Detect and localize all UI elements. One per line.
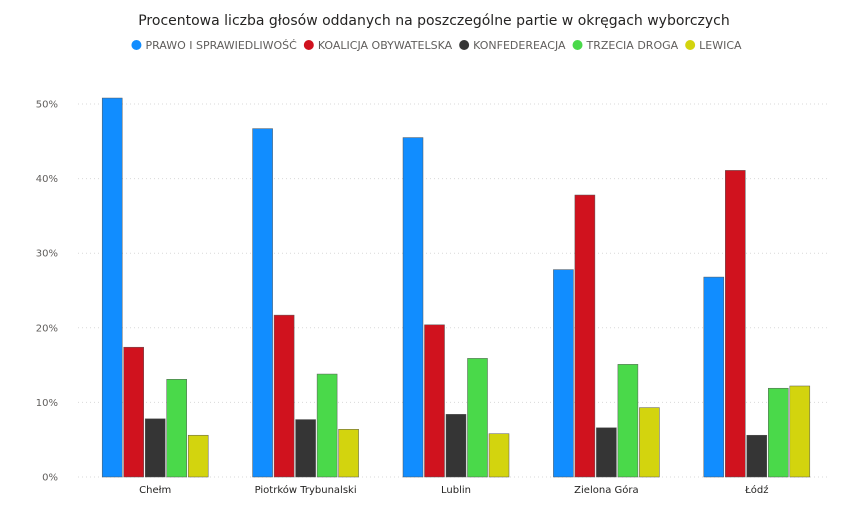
bar[interactable] xyxy=(402,137,424,478)
bars xyxy=(101,97,811,478)
bar[interactable] xyxy=(768,387,789,478)
bar[interactable] xyxy=(746,434,768,478)
legend-label: KONFEDEREACJA xyxy=(473,39,566,52)
bar[interactable] xyxy=(123,346,144,478)
bar[interactable] xyxy=(574,194,596,478)
legend-marker xyxy=(131,40,142,50)
y-tick-label: 10% xyxy=(36,398,58,409)
bar[interactable] xyxy=(467,358,488,478)
legend-item[interactable]: PRAWO I SPRAWIEDLIWOŚĆ xyxy=(131,39,297,52)
legend-marker xyxy=(572,40,583,50)
bar[interactable] xyxy=(166,379,187,478)
x-tick-label: Lublin xyxy=(441,485,471,496)
bar[interactable] xyxy=(617,364,639,478)
bar[interactable] xyxy=(596,427,617,478)
bar[interactable] xyxy=(789,385,811,478)
legend-marker xyxy=(685,40,696,50)
bar[interactable] xyxy=(101,97,123,478)
y-axis: 0% 10% 20% 30% 40% 50% xyxy=(36,100,58,484)
legend-label: KOALICJA OBYWATELSKA xyxy=(318,39,453,52)
bar[interactable] xyxy=(703,276,725,478)
legend-item[interactable]: TRZECIA DROGA xyxy=(572,39,679,52)
legend: PRAWO I SPRAWIEDLIWOŚĆ KOALICJA OBYWATELS… xyxy=(131,39,742,52)
x-tick-label: Zielona Góra xyxy=(574,484,638,496)
legend-item[interactable]: KOALICJA OBYWATELSKA xyxy=(303,39,453,52)
legend-marker xyxy=(303,40,314,50)
x-tick-label: Piotrków Trybunalski xyxy=(255,484,357,496)
bar[interactable] xyxy=(488,433,510,478)
bar[interactable] xyxy=(187,434,209,478)
x-axis: Chełm Piotrków Trybunalski Lublin Zielona G… xyxy=(139,484,768,496)
legend-item[interactable]: LEWICA xyxy=(685,39,742,52)
bar[interactable] xyxy=(553,269,574,478)
legend-label: TRZECIA DROGA xyxy=(586,39,679,52)
bar[interactable] xyxy=(725,170,746,478)
bar[interactable] xyxy=(273,314,295,478)
y-tick-label: 0% xyxy=(42,473,58,484)
x-tick-label: Chełm xyxy=(139,485,171,496)
legend-label: LEWICA xyxy=(699,39,742,52)
legend-label: PRAWO I SPRAWIEDLIWOŚĆ xyxy=(145,39,297,52)
bar[interactable] xyxy=(316,373,338,478)
bar[interactable] xyxy=(252,128,273,478)
x-tick-label: Łódź xyxy=(744,484,768,496)
legend-item[interactable]: KONFEDEREACJA xyxy=(459,39,566,52)
chart-title: Procentowa liczba głosów oddanych na pos… xyxy=(138,13,730,29)
y-tick-label: 20% xyxy=(36,323,58,334)
bar[interactable] xyxy=(338,429,359,478)
bar[interactable] xyxy=(445,414,467,478)
bar[interactable] xyxy=(424,324,445,478)
legend-marker xyxy=(459,40,470,50)
y-tick-label: 50% xyxy=(36,100,58,111)
y-tick-label: 40% xyxy=(36,174,58,185)
bar[interactable] xyxy=(295,419,316,478)
y-tick-label: 30% xyxy=(36,249,58,260)
bar[interactable] xyxy=(639,407,660,478)
bar[interactable] xyxy=(144,418,166,478)
